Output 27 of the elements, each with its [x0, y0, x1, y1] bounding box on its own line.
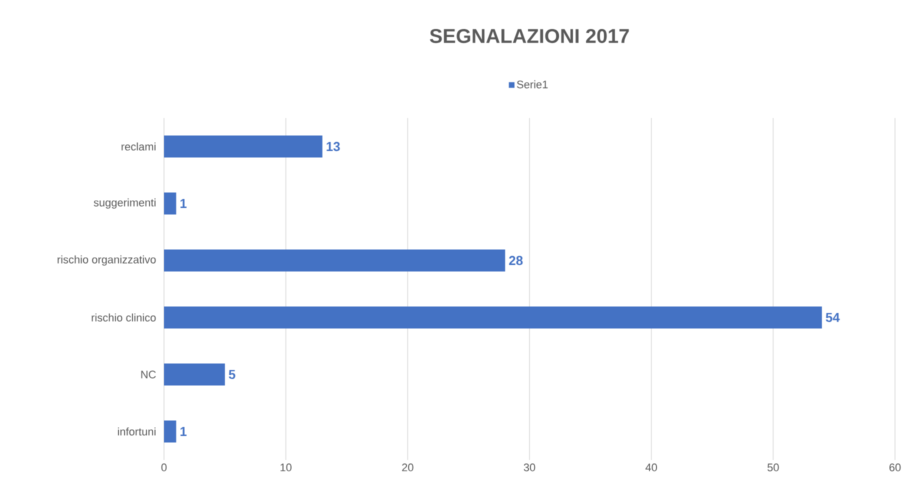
data-label: 1	[180, 199, 187, 208]
y-tick-label: rischio clinico	[92, 313, 156, 322]
chart-title: SEGNALAZIONI 2017	[430, 28, 629, 44]
x-tick-label: 0	[161, 464, 167, 472]
bar	[164, 306, 822, 329]
x-tick-label: 50	[768, 464, 779, 472]
data-label: 1	[180, 427, 187, 436]
x-tick-label: 10	[280, 464, 292, 472]
y-tick-label: NC	[141, 370, 156, 378]
x-tick-label: 40	[645, 464, 657, 472]
data-label: 5	[228, 370, 236, 380]
bar	[164, 364, 225, 386]
data-label: 54	[826, 312, 840, 322]
bar	[164, 420, 176, 443]
bar	[164, 250, 506, 272]
bar	[164, 136, 322, 158]
y-tick-label: infortuni	[118, 427, 156, 436]
legend-label: Serie1	[517, 80, 548, 88]
x-tick-label: 20	[402, 464, 414, 472]
data-label: 28	[509, 256, 523, 266]
y-tick-label: suggerimenti	[94, 198, 156, 209]
bar	[164, 192, 176, 215]
y-tick-label: reclami	[122, 142, 156, 151]
x-tick-label: 30	[524, 464, 536, 472]
y-tick-label: rischio organizzativo	[58, 255, 156, 266]
x-tick-label: 60	[889, 464, 901, 472]
data-label: 13	[326, 142, 340, 152]
